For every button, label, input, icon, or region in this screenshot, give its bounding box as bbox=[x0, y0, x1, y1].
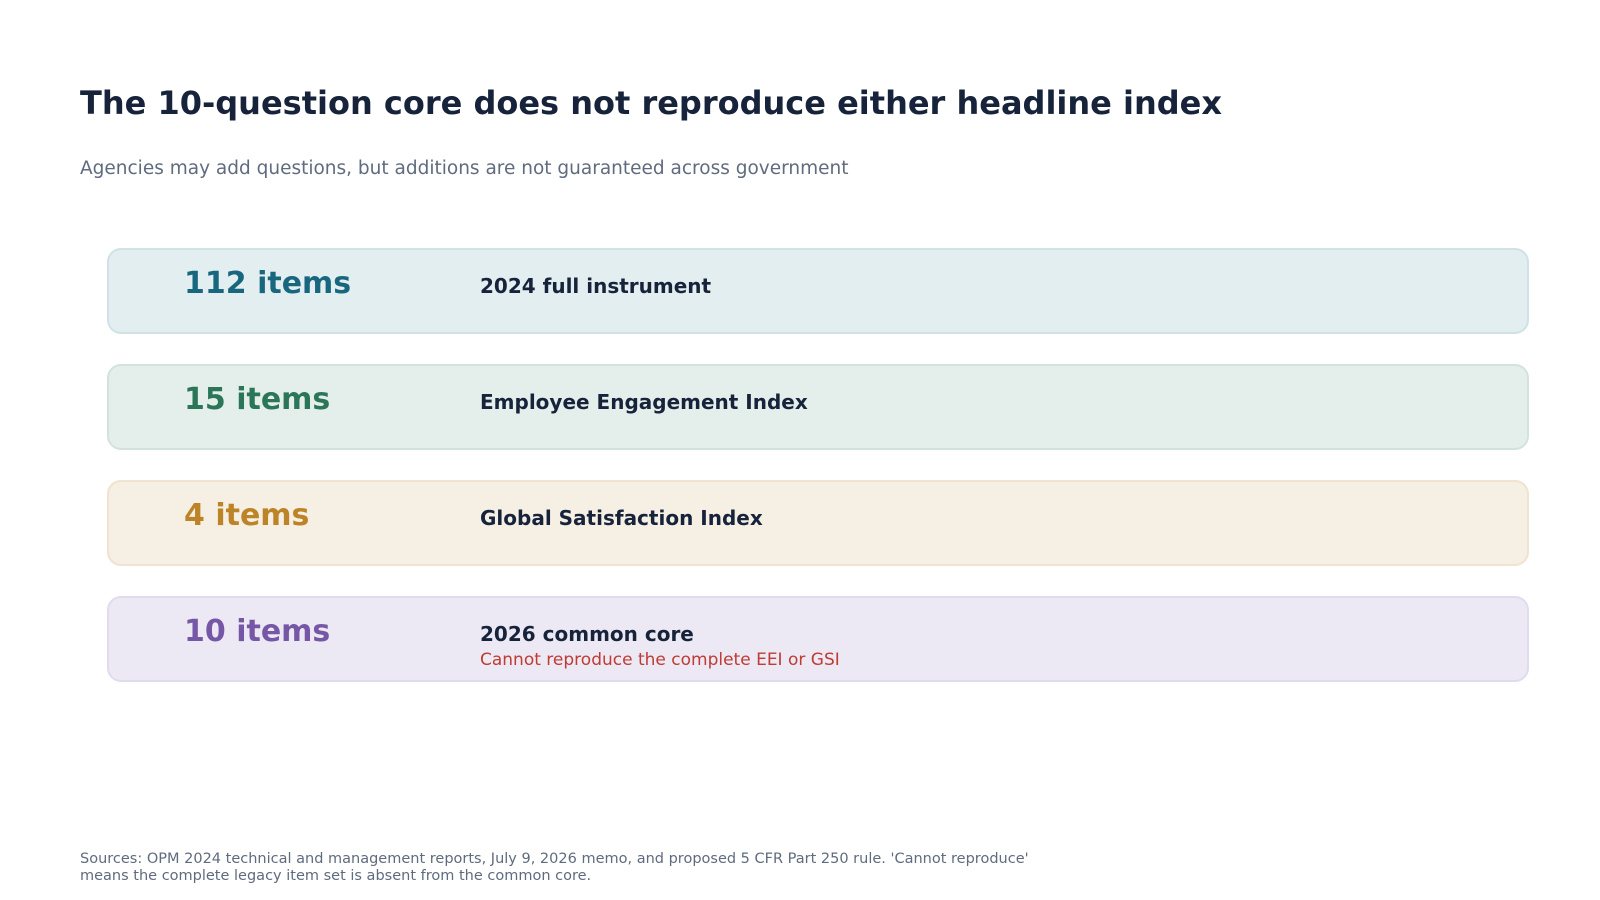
page-title: The 10-question core does not reproduce … bbox=[80, 84, 1223, 122]
card-label: Global Satisfaction Index bbox=[480, 506, 763, 530]
card-employee-engagement-index: 15 items Employee Engagement Index bbox=[107, 364, 1529, 450]
card-global-satisfaction-index: 4 items Global Satisfaction Index bbox=[107, 480, 1529, 566]
item-count: 4 items bbox=[184, 498, 310, 533]
source-note: Sources: OPM 2024 technical and manageme… bbox=[80, 851, 1180, 885]
page-subtitle: Agencies may add questions, but addition… bbox=[80, 158, 849, 179]
card-label: 2024 full instrument bbox=[480, 274, 712, 298]
item-count: 15 items bbox=[184, 382, 331, 417]
card-label: 2026 common core bbox=[480, 622, 694, 646]
source-note-line: Sources: OPM 2024 technical and manageme… bbox=[80, 851, 1029, 867]
warning-note: Cannot reproduce the complete EEI or GSI bbox=[480, 650, 840, 670]
item-count: 10 items bbox=[184, 614, 331, 649]
card-full-instrument: 112 items 2024 full instrument bbox=[107, 248, 1529, 334]
card-label: Employee Engagement Index bbox=[480, 390, 808, 414]
card-common-core: 10 items 2026 common core Cannot reprodu… bbox=[107, 596, 1529, 682]
item-count: 112 items bbox=[184, 266, 352, 301]
source-note-line: means the complete legacy item set is ab… bbox=[80, 868, 592, 884]
